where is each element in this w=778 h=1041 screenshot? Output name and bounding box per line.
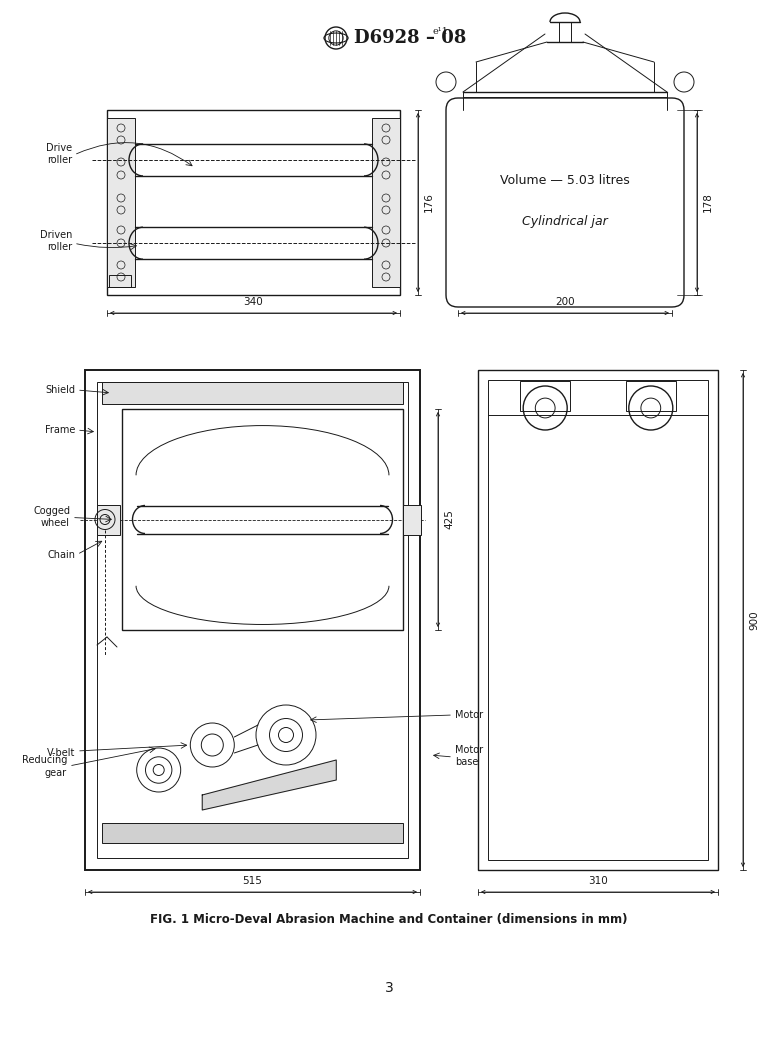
Bar [403,505,421,534]
Text: 340: 340 [244,297,264,307]
Bar [107,118,135,287]
Text: 200: 200 [555,297,575,307]
Bar [102,382,403,404]
Text: V-belt: V-belt [47,748,75,758]
Text: 3: 3 [384,981,394,995]
Text: Chain: Chain [47,550,75,559]
Bar [97,505,120,534]
Text: roller: roller [47,155,72,164]
Text: 515: 515 [243,875,262,886]
Text: 900: 900 [749,610,759,630]
Text: Motor: Motor [455,710,483,720]
Bar [626,381,676,411]
Bar [109,275,131,287]
Text: 310: 310 [588,875,608,886]
Bar [122,409,403,630]
Bar [107,110,400,295]
Text: FIG. 1 Micro-Deval Abrasion Machine and Container (dimensions in mm): FIG. 1 Micro-Deval Abrasion Machine and … [150,914,628,926]
Text: roller: roller [47,243,72,252]
Bar [488,380,708,860]
Bar [97,382,408,858]
Text: Reducing: Reducing [22,755,67,765]
Text: 176: 176 [424,193,434,212]
Text: wheel: wheel [41,518,70,529]
Text: D6928 – 08: D6928 – 08 [354,29,466,47]
Text: Drive: Drive [46,143,72,153]
Text: gear: gear [45,768,67,778]
Bar [372,118,400,287]
Bar [85,370,420,870]
FancyBboxPatch shape [446,98,684,307]
Polygon shape [202,760,336,810]
Text: Cogged: Cogged [33,507,70,516]
Text: base: base [455,757,478,767]
Text: 178: 178 [703,193,713,212]
Text: Frame: Frame [44,425,75,435]
Text: Shield: Shield [45,385,75,395]
Text: Driven: Driven [40,230,72,240]
Text: e¹1: e¹1 [433,27,449,36]
Bar [520,381,570,411]
Text: 425: 425 [444,509,454,530]
Text: Volume — 5.03 litres: Volume — 5.03 litres [500,174,630,186]
Bar [478,370,718,870]
Text: Cylindrical jar: Cylindrical jar [522,214,608,228]
Bar [102,823,403,843]
Text: Motor: Motor [455,745,483,755]
